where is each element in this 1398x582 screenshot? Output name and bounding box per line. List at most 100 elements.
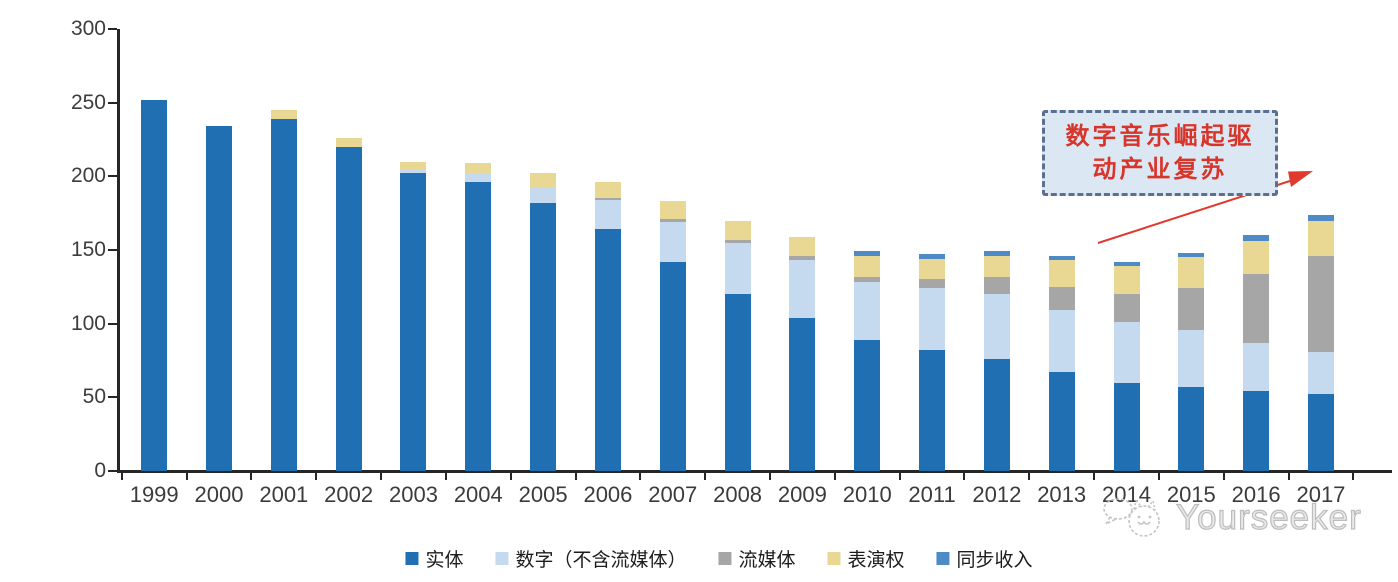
y-axis-tick-label: 250 xyxy=(70,90,106,114)
legend-swatch-icon xyxy=(718,552,732,565)
bar-segment-2012 xyxy=(983,255,1010,277)
bar-segment-2016 xyxy=(1243,391,1270,471)
y-axis-tick-label: 0 xyxy=(94,459,106,482)
annotation-callout: 数字音乐崛起驱 动产业复苏 xyxy=(1042,110,1278,196)
bar-segment-2017 xyxy=(1307,220,1334,256)
x-axis-tick xyxy=(250,473,253,480)
bar-segment-2011 xyxy=(919,279,946,289)
x-axis-tick xyxy=(1157,473,1160,480)
bar-segment-2014 xyxy=(1113,261,1140,267)
legend-item: 流媒体 xyxy=(718,545,796,572)
legend-label: 数字（不含流媒体） xyxy=(515,550,687,571)
bar-segment-2011 xyxy=(919,258,946,280)
bar-segment-2015 xyxy=(1178,329,1205,387)
bar-segment-2007 xyxy=(659,201,686,220)
x-axis-tick xyxy=(315,473,318,480)
bar-segment-2008 xyxy=(724,242,751,295)
bar-segment-2013 xyxy=(1048,310,1075,373)
x-axis-tick xyxy=(120,473,123,480)
bar-segment-2008 xyxy=(724,294,751,471)
yourseeker-logo-icon xyxy=(1103,498,1160,537)
legend-swatch-icon xyxy=(405,552,419,565)
x-axis-tick xyxy=(833,473,836,480)
x-axis-tick xyxy=(574,473,577,480)
y-axis-tick xyxy=(108,396,117,399)
x-axis-label-2005: 2005 xyxy=(518,482,568,507)
bar-segment-2015 xyxy=(1178,387,1205,471)
y-axis-tick-label: 100 xyxy=(70,311,106,335)
x-axis-label-2000: 2000 xyxy=(194,482,244,507)
x-axis-label-2002: 2002 xyxy=(324,482,374,507)
bar-segment-2014 xyxy=(1113,294,1140,323)
legend-item: 实体 xyxy=(405,545,463,572)
y-axis-line xyxy=(117,29,120,473)
x-axis-label-2006: 2006 xyxy=(583,482,633,507)
x-axis-tick xyxy=(380,473,383,480)
x-axis-label-2007: 2007 xyxy=(648,482,698,507)
bar-segment-2006 xyxy=(594,229,621,471)
y-axis-tick xyxy=(108,101,117,104)
x-axis-label-2012: 2012 xyxy=(972,482,1022,507)
bar-segment-2016 xyxy=(1243,342,1270,392)
legend-swatch-icon xyxy=(827,552,841,565)
x-axis-tick xyxy=(509,473,512,480)
bar-segment-2015 xyxy=(1178,257,1205,289)
bar-segment-2013 xyxy=(1048,260,1075,287)
bar-segment-2005 xyxy=(530,173,557,187)
bar-segment-2012 xyxy=(983,359,1010,471)
x-axis-label-2017: 2017 xyxy=(1296,482,1346,507)
x-axis-tick xyxy=(1287,473,1290,480)
bar-segment-2016 xyxy=(1243,241,1270,274)
x-axis-label-2015: 2015 xyxy=(1166,482,1216,507)
legend-label: 表演权 xyxy=(847,550,905,571)
bar-segment-2001 xyxy=(270,118,297,471)
legend-item: 表演权 xyxy=(827,545,905,572)
x-axis-tick xyxy=(768,473,771,480)
legend: 实体 数字（不含流媒体） 流媒体 表演权 同步收入 xyxy=(405,545,1033,572)
legend-swatch-icon xyxy=(495,552,509,565)
bar-segment-2015 xyxy=(1178,252,1205,258)
bar-segment-2009 xyxy=(789,255,816,261)
x-axis-tick xyxy=(1028,473,1031,480)
x-axis-label-2008: 2008 xyxy=(713,482,763,507)
bar-segment-2011 xyxy=(919,254,946,259)
bar-segment-2007 xyxy=(659,261,686,471)
bar-segment-2011 xyxy=(919,288,946,351)
bar-segment-2010 xyxy=(854,255,881,277)
watermark: Yourseeker xyxy=(1102,496,1362,540)
bar-segment-2014 xyxy=(1113,322,1140,383)
x-axis-label-2016: 2016 xyxy=(1231,482,1281,507)
annotation-text-line1: 数字音乐崛起驱 xyxy=(1065,123,1255,150)
bar-segment-2011 xyxy=(919,350,946,471)
bar-segment-2013 xyxy=(1048,372,1075,471)
x-axis-tick xyxy=(639,473,642,480)
bar-segment-2013 xyxy=(1048,286,1075,311)
x-axis-label-2014: 2014 xyxy=(1102,482,1151,507)
x-axis-tick xyxy=(1222,473,1225,480)
legend-item: 同步收入 xyxy=(936,545,1033,572)
bar-segment-2014 xyxy=(1113,382,1140,471)
x-axis-tick xyxy=(898,473,901,480)
y-axis-tick-label: 200 xyxy=(70,164,106,188)
x-axis-line xyxy=(117,470,1392,473)
watermark-brand-text: Yourseeker xyxy=(1175,497,1362,537)
legend-label: 实体 xyxy=(425,550,464,571)
bar-segment-2017 xyxy=(1307,351,1334,395)
bar-segment-2017 xyxy=(1307,255,1334,352)
bar-segment-2017 xyxy=(1307,394,1334,471)
bar-segment-2002 xyxy=(335,146,362,471)
bar-segment-2004 xyxy=(465,182,492,471)
bar-segment-2002 xyxy=(335,138,362,147)
x-axis-label-2001: 2001 xyxy=(259,482,309,507)
legend-label: 同步收入 xyxy=(956,550,1033,571)
bar-segment-2013 xyxy=(1048,255,1075,261)
y-axis-tick xyxy=(108,249,117,251)
bar-segment-2003 xyxy=(400,173,427,471)
bar-segment-2003 xyxy=(400,161,427,171)
bar-segment-2016 xyxy=(1243,273,1270,343)
y-axis-tick-label: 150 xyxy=(70,238,106,261)
x-axis-label-2004: 2004 xyxy=(453,482,503,507)
bar-segment-2010 xyxy=(854,251,881,256)
bar-segment-2014 xyxy=(1113,266,1140,295)
